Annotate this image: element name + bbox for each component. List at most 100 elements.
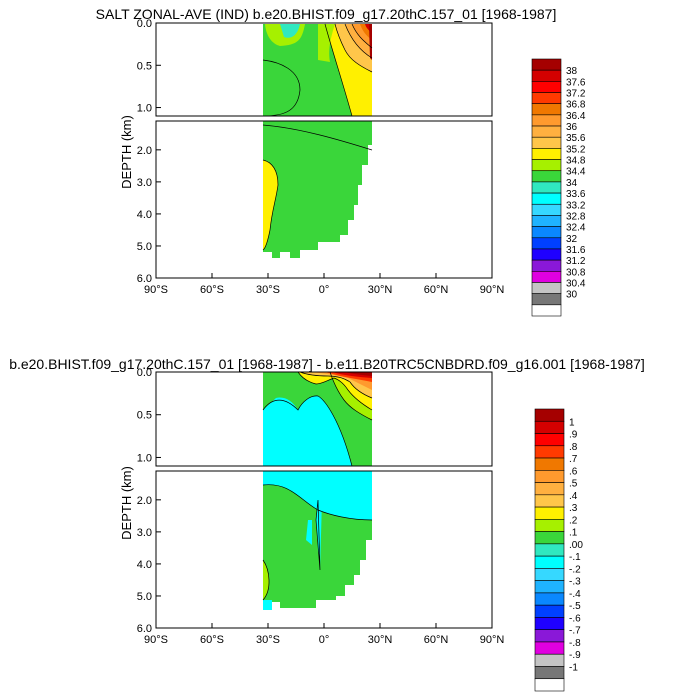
y-tick-label: 6.0	[137, 623, 152, 635]
colorbar-box	[534, 470, 565, 483]
colorbar-box	[531, 293, 562, 306]
top-y-axis-label: DEPTH (km)	[119, 115, 134, 189]
colorbar-box	[531, 170, 562, 183]
colorbar-box	[534, 494, 565, 508]
colorbar-label: 37.6	[566, 77, 586, 88]
x-tick-label: 60°S	[200, 284, 224, 296]
colorbar-label: -.3	[569, 577, 581, 588]
colorbar-label: .5	[569, 479, 578, 490]
colorbar-box	[531, 125, 562, 138]
colorbar-box	[534, 420, 565, 434]
colorbar-label: .4	[569, 491, 578, 502]
colorbar-box	[531, 237, 562, 250]
colorbar-box	[531, 103, 562, 116]
y-tick-label: 0.0	[137, 367, 152, 379]
colorbar-box	[531, 215, 562, 227]
colorbar-label: 30.4	[566, 278, 586, 289]
top-colorbar: 3837.637.236.836.43635.635.234.834.43433…	[531, 58, 586, 317]
colorbar-box	[534, 555, 565, 569]
colorbar-box	[534, 678, 565, 692]
colorbar-label: 33.6	[566, 189, 586, 200]
top-axes: 90°S 60°S 30°S 0° 30°N 60°N 90°N 0.0 0.5 1.0 2.0 3.…	[137, 18, 505, 296]
colorbar-label: -.2	[569, 564, 581, 575]
colorbar-label: .9	[569, 430, 578, 441]
x-tick-label: 60°N	[424, 284, 449, 296]
x-tick-label: 30°N	[368, 634, 393, 646]
colorbar-label: -.9	[569, 650, 581, 661]
colorbar-box	[534, 445, 565, 459]
colorbar-box	[534, 408, 565, 422]
colorbar-box	[534, 457, 565, 471]
bottom-chart-title: b.e20.BHIST.f09_g17.20thC.157_01 [1968-1…	[9, 356, 645, 372]
colorbar-box	[534, 568, 565, 581]
colorbar-box	[531, 304, 562, 317]
colorbar-label: 35.2	[566, 144, 586, 155]
bottom-axes: 90°S 60°S 30°S 0° 30°N 60°N 90°N 0.0 0.5 1.0 2.0 3.…	[137, 367, 505, 646]
y-tick-label: 2.0	[137, 145, 152, 157]
y-tick-label: 3.0	[137, 177, 152, 189]
colorbar-label: 36	[566, 122, 578, 133]
colorbar-label: 31.6	[566, 245, 586, 256]
x-tick-label: 90°N	[480, 634, 505, 646]
x-tick-label: 0°	[319, 634, 330, 646]
colorbar-label: 32	[566, 234, 578, 245]
colorbar-label: .2	[569, 515, 578, 526]
colorbar-box	[531, 69, 562, 82]
colorbar-box	[531, 92, 562, 104]
colorbar-label: -.6	[569, 613, 581, 624]
y-tick-label: 4.0	[137, 559, 152, 571]
colorbar-box	[534, 433, 565, 447]
colorbar-box	[531, 136, 562, 149]
colorbar-label: .1	[569, 528, 578, 539]
colorbar-box	[531, 159, 562, 172]
x-tick-label: 90°S	[144, 284, 168, 296]
colorbar-box	[534, 506, 565, 520]
colorbar-label: -.8	[569, 638, 581, 649]
y-tick-label: 4.0	[137, 209, 152, 221]
colorbar-label: 30	[566, 290, 578, 301]
colorbar-box	[534, 580, 565, 594]
y-tick-label: 6.0	[137, 273, 152, 285]
x-tick-label: 30°S	[256, 284, 280, 296]
colorbar-label: 38	[566, 66, 578, 77]
colorbar-label: .00	[569, 540, 583, 551]
colorbar-label: .7	[569, 454, 578, 465]
colorbar-label: .8	[569, 442, 578, 453]
colorbar-box	[534, 592, 565, 606]
x-tick-label: 60°S	[200, 634, 224, 646]
colorbar-label: 34	[566, 178, 578, 189]
x-tick-label: 90°N	[480, 284, 505, 296]
colorbar-label: -.5	[569, 601, 581, 612]
y-tick-label: 5.0	[137, 591, 152, 603]
colorbar-label: -.4	[569, 589, 581, 600]
colorbar-box	[534, 482, 565, 496]
x-tick-label: 30°S	[256, 634, 280, 646]
y-tick-label: 0.0	[137, 18, 152, 30]
y-tick-label: 0.5	[137, 60, 152, 72]
top-lower-field	[262, 121, 373, 258]
colorbar-box	[531, 259, 562, 272]
colorbar-label: 1	[569, 417, 575, 428]
colorbar-box	[531, 271, 562, 283]
colorbar-label: .3	[569, 503, 578, 514]
colorbar-box	[534, 653, 565, 667]
x-tick-label: 0°	[319, 284, 330, 296]
colorbar-box	[531, 203, 562, 216]
colorbar-label: 34.4	[566, 167, 586, 178]
y-tick-label: 5.0	[137, 241, 152, 253]
top-chart-title: SALT ZONAL-AVE (IND) b.e20.BHIST.f09_g17…	[96, 6, 557, 22]
colorbar-label: 37.2	[566, 89, 586, 100]
colorbar-box	[534, 641, 565, 655]
y-tick-label: 3.0	[137, 527, 152, 539]
top-upper-plot-frame	[155, 22, 493, 117]
bottom-upper-plot-frame	[155, 371, 493, 467]
colorbar-label: -1	[569, 662, 578, 673]
top-upper-field	[262, 23, 373, 117]
colorbar-box	[531, 114, 562, 127]
colorbar-box	[531, 192, 562, 205]
colorbar-box	[534, 629, 565, 643]
colorbar-label: 31.2	[566, 256, 586, 267]
colorbar-label: 33.2	[566, 200, 586, 211]
colorbar-box	[534, 531, 565, 545]
colorbar-box	[534, 617, 565, 630]
